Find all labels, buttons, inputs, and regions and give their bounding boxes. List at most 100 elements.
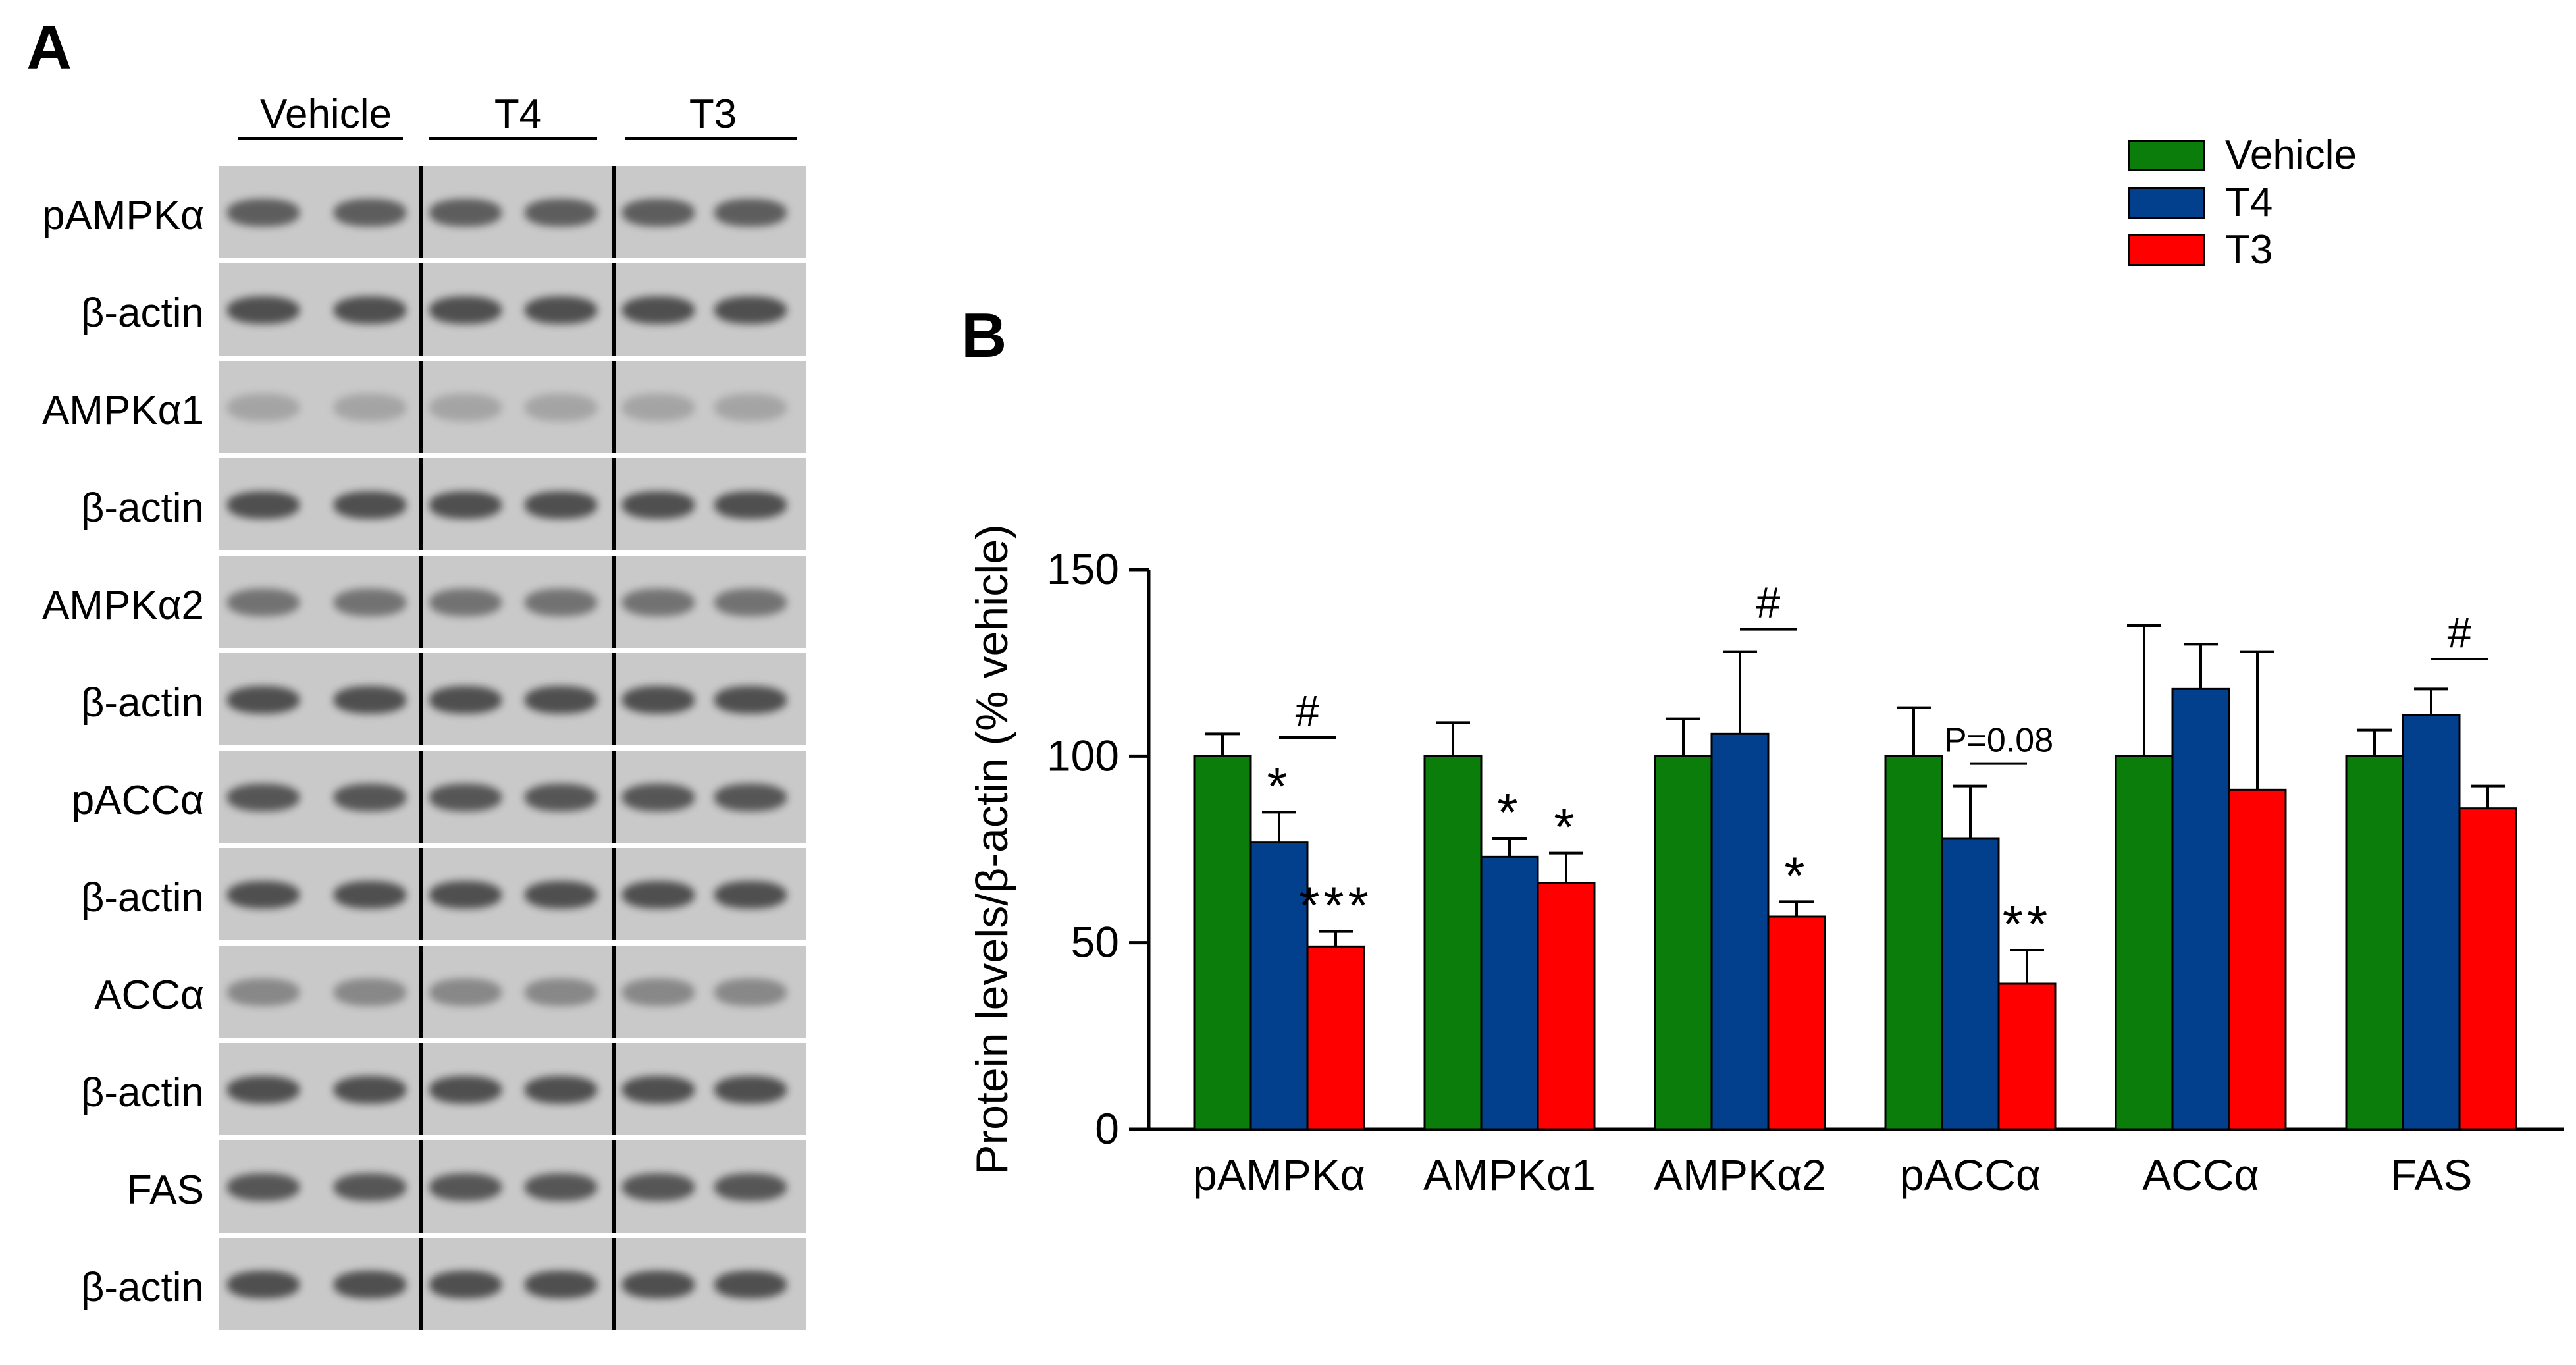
blot-band (334, 589, 406, 616)
blot-band (227, 784, 300, 811)
blot-band (227, 491, 300, 519)
blot-band (714, 784, 787, 811)
blot-row-label: AMPKα2 (41, 583, 204, 628)
lane-separator (419, 1140, 423, 1233)
blot-band (525, 1076, 597, 1104)
blot-row-label: β-actin (80, 1265, 204, 1310)
blot-band (429, 491, 502, 519)
lane-separator (612, 848, 616, 940)
blot-band (525, 199, 597, 227)
group-line-vehicle (238, 137, 403, 140)
lane-separator (612, 361, 616, 453)
blot-band (429, 199, 502, 227)
lane-separator (419, 751, 423, 843)
bar (1767, 915, 1826, 1131)
panel-b-label: B (961, 300, 1007, 371)
bar (2115, 755, 2174, 1131)
blot-band (714, 978, 787, 1006)
comparison-label: P=0.08 (1944, 722, 2053, 760)
x-tick-label: pAMPKα (1193, 1150, 1365, 1199)
comparison-label: # (2448, 608, 2472, 656)
blot-strip (219, 1140, 806, 1233)
blot-strip (219, 166, 806, 258)
bar (2458, 807, 2517, 1131)
blot-band (622, 881, 695, 909)
group-line-t3 (625, 137, 797, 140)
blot-row-label: pACCα (71, 778, 204, 823)
blot-band (622, 199, 695, 227)
lane-separator (612, 751, 616, 843)
blot-band (227, 296, 300, 324)
blot-band (429, 1271, 502, 1298)
blot-band (525, 296, 597, 324)
blot-band (227, 1271, 300, 1298)
bar (2171, 687, 2230, 1131)
blot-row-label: β-actin (80, 875, 204, 921)
bar (1997, 982, 2057, 1131)
blot-row-label: FAS (126, 1167, 204, 1213)
group-label-t4: T4 (494, 92, 542, 137)
group-label-t3: T3 (689, 92, 737, 137)
blot-band (429, 1076, 502, 1104)
y-axis-title: Protein levels/β-actin (% vehicle) (967, 524, 1017, 1175)
blot-band (227, 199, 300, 227)
lane-separator (419, 263, 423, 356)
blot-band (525, 589, 597, 616)
bar (1710, 732, 1770, 1131)
y-tick-label: 100 (1047, 731, 1119, 780)
blot-band (334, 1173, 406, 1201)
x-tick-label: pACCα (1900, 1150, 2041, 1199)
blot-band (622, 1271, 695, 1298)
western-blot-panel: Vehicle T4 T3 pAMPKα β-actin AMPKα1 β-actin… (0, 0, 869, 1365)
legend-item-t3: T3 (2128, 227, 2273, 273)
y-tick-label: 50 (1071, 918, 1119, 967)
blot-band (714, 881, 787, 909)
blot-band (622, 784, 695, 811)
y-tick-label: 0 (1095, 1104, 1119, 1153)
blot-band (622, 296, 695, 324)
lane-separator (419, 1238, 423, 1330)
blot-band (714, 589, 787, 616)
blot-band (227, 881, 300, 909)
blot-band (714, 1173, 787, 1201)
lane-separator (612, 1140, 616, 1233)
lane-separator (419, 556, 423, 648)
blot-band (525, 1271, 597, 1298)
blot-row-label: pAMPKα (41, 193, 204, 238)
blot-row-label: ACCα (94, 973, 204, 1018)
blot-strip (219, 263, 806, 356)
lane-separator (419, 458, 423, 550)
blot-band (714, 686, 787, 714)
blot-band (227, 589, 300, 616)
legend-label-t3: T3 (2225, 227, 2273, 273)
blot-band (334, 199, 406, 227)
blot-row-label: AMPKα1 (41, 388, 204, 433)
blot-row-label: β-actin (80, 485, 204, 531)
blot-band (622, 1076, 695, 1104)
legend-item-t4: T4 (2128, 179, 2273, 226)
blot-band (227, 686, 300, 714)
significance-marker: ** (2003, 895, 2051, 953)
y-tick-label: 150 (1047, 545, 1119, 593)
lane-separator (419, 848, 423, 940)
x-tick-label: AMPKα2 (1654, 1150, 1826, 1199)
legend-label-vehicle: Vehicle (2225, 132, 2357, 178)
blot-band (429, 589, 502, 616)
blot-strip (219, 361, 806, 453)
blot-strip (219, 556, 806, 648)
bar (1193, 755, 1252, 1131)
blot-row-label: β-actin (80, 290, 204, 336)
lane-separator (612, 946, 616, 1038)
legend-label-t4: T4 (2225, 180, 2273, 225)
blot-band (334, 394, 406, 421)
blot-band (227, 394, 300, 421)
blot-band (714, 491, 787, 519)
blot-band (622, 589, 695, 616)
legend-item-vehicle: Vehicle (2128, 132, 2357, 178)
blot-band (334, 881, 406, 909)
lane-separator (612, 1043, 616, 1135)
group-label-vehicle: Vehicle (260, 92, 392, 137)
blot-band (714, 394, 787, 421)
lane-separator (419, 1043, 423, 1135)
panel-a-label: A (26, 13, 72, 83)
